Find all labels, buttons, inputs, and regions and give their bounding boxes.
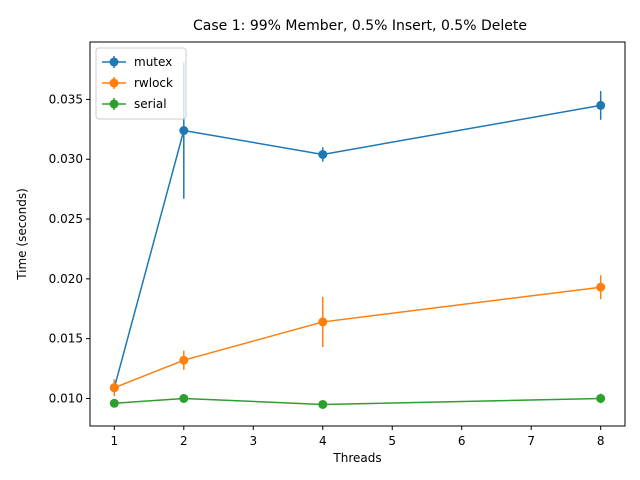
data-point bbox=[596, 282, 606, 292]
x-tick-label: 8 bbox=[597, 434, 605, 448]
series-rwlock bbox=[109, 275, 606, 397]
legend: mutex rwlock serial bbox=[95, 47, 187, 120]
axes-frame bbox=[89, 41, 626, 427]
data-point bbox=[109, 383, 119, 393]
legend-label: serial bbox=[134, 97, 167, 111]
legend-label: rwlock bbox=[134, 76, 173, 90]
data-point bbox=[596, 100, 606, 110]
legend-item-rwlock: rwlock bbox=[102, 76, 173, 90]
x-tick-label: 3 bbox=[249, 434, 257, 448]
legend-marker bbox=[109, 78, 119, 88]
chart-title: Case 1: 99% Member, 0.5% Insert, 0.5% De… bbox=[193, 18, 527, 34]
x-tick-label: 7 bbox=[527, 434, 535, 448]
legend-marker bbox=[109, 57, 119, 67]
legend-item-serial: serial bbox=[102, 97, 167, 111]
y-tick-label: 0.035 bbox=[49, 92, 83, 106]
legend-label: mutex bbox=[134, 55, 172, 69]
data-point bbox=[179, 126, 189, 136]
x-axis: 1 2 3 4 5 6 7 8 bbox=[110, 426, 605, 448]
series-line bbox=[114, 286, 601, 389]
x-tick-label: 1 bbox=[110, 434, 118, 448]
y-axis: 0.010 0.015 0.020 0.025 0.030 0.035 bbox=[49, 92, 90, 405]
legend-item-mutex: mutex bbox=[102, 55, 172, 69]
data-point bbox=[596, 393, 606, 403]
data-point bbox=[109, 398, 119, 408]
data-point bbox=[318, 399, 328, 409]
y-tick-label: 0.020 bbox=[49, 272, 83, 286]
y-tick-label: 0.010 bbox=[49, 391, 83, 405]
y-tick-label: 0.030 bbox=[49, 152, 83, 166]
data-point bbox=[318, 317, 328, 327]
series-line bbox=[114, 397, 601, 406]
legend-marker bbox=[109, 99, 119, 109]
data-point bbox=[179, 355, 189, 365]
series-serial bbox=[109, 393, 606, 409]
x-tick-label: 4 bbox=[319, 434, 327, 448]
y-tick-label: 0.015 bbox=[49, 332, 83, 346]
y-tick-label: 0.025 bbox=[49, 212, 83, 226]
data-point bbox=[179, 393, 189, 403]
x-tick-label: 2 bbox=[180, 434, 188, 448]
plot-area bbox=[109, 62, 606, 409]
series-line bbox=[113, 104, 601, 388]
x-tick-label: 6 bbox=[458, 434, 466, 448]
x-axis-label: Threads bbox=[332, 451, 381, 465]
x-tick-label: 5 bbox=[388, 434, 396, 448]
legend-box bbox=[95, 47, 187, 120]
data-point bbox=[318, 149, 328, 159]
y-axis-label: Time (seconds) bbox=[15, 188, 29, 281]
